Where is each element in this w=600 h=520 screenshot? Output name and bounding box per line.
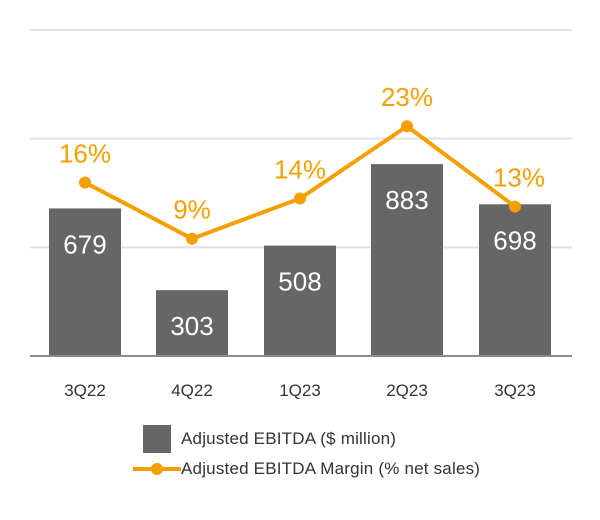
x-tick-2Q23: 2Q23 <box>386 381 428 400</box>
margin-line-series: 16% 9% 14% 23% 13% <box>59 82 545 245</box>
bar-1Q23 <box>264 245 336 356</box>
bar-label-3Q22: 679 <box>63 229 106 259</box>
x-tick-3Q23: 3Q23 <box>494 381 536 400</box>
margin-label-3Q23: 13% <box>493 163 545 193</box>
margin-label-2Q23: 23% <box>381 82 433 112</box>
x-axis-ticks: 3Q22 4Q22 1Q23 2Q23 3Q23 <box>64 381 536 400</box>
bar-3Q23 <box>479 204 551 356</box>
bar-2Q23 <box>371 164 443 356</box>
bar-series: 679 303 508 883 698 <box>30 164 572 357</box>
x-tick-3Q22: 3Q22 <box>64 381 106 400</box>
margin-point-1Q23 <box>294 192 306 205</box>
bar-label-4Q22: 303 <box>170 311 213 341</box>
bar-3Q22 <box>49 208 121 356</box>
margin-point-3Q23 <box>509 200 521 213</box>
margin-point-3Q22 <box>79 176 91 189</box>
bar-label-2Q23: 883 <box>385 185 428 215</box>
margin-label-3Q22: 16% <box>59 138 111 168</box>
bar-label-3Q23: 698 <box>493 225 536 255</box>
bar-4Q22 <box>156 290 228 356</box>
x-tick-4Q22: 4Q22 <box>171 381 213 400</box>
bar-label-1Q23: 508 <box>278 267 321 297</box>
margin-point-4Q22 <box>186 232 198 245</box>
margin-label-1Q23: 14% <box>274 155 326 185</box>
margin-point-2Q23 <box>401 120 413 133</box>
x-tick-1Q23: 1Q23 <box>279 381 321 400</box>
margin-label-4Q22: 9% <box>173 195 211 225</box>
